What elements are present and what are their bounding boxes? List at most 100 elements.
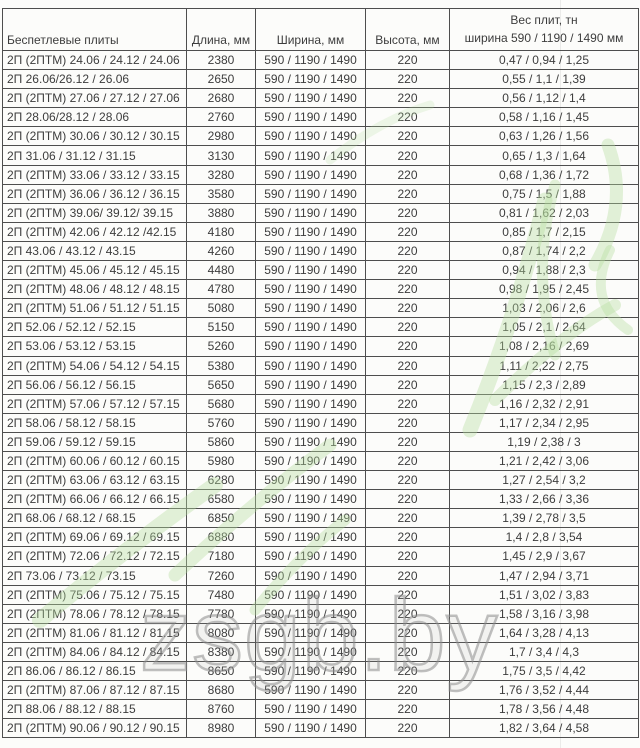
length-cell: 2760	[186, 107, 256, 128]
length-cell: 7480	[186, 584, 256, 605]
plate-name-cell: 2П 53.06 / 53.12 / 53.15	[2, 336, 187, 357]
width-cell: 590 / 1190 / 1490	[255, 88, 366, 109]
weight-cell: 0,47 / 0,94 / 1,25	[449, 49, 639, 71]
weight-cell: 0,65 / 1,3 / 1,64	[449, 145, 639, 166]
length-cell: 6880	[186, 527, 256, 548]
weight-cell: 1,11 / 2,22 / 2,75	[449, 355, 639, 376]
length-cell: 7780	[186, 603, 256, 624]
length-cell: 3880	[186, 202, 256, 223]
table-header: Беспетлевые плиты Длина, мм Ширина, мм В…	[2, 8, 639, 51]
plate-name-cell: 2П (2ПТМ) 87.06 / 87.12 / 87.15	[2, 680, 187, 701]
width-cell: 590 / 1190 / 1490	[255, 431, 366, 452]
table-row: 2П 53.06 / 53.12 / 53.15 5260 590 / 1190…	[2, 336, 639, 357]
weight-cell: 0,63 / 1,26 / 1,56	[449, 126, 639, 147]
table-row: 2П 58.06 / 58.12 / 58.15 5760 590 / 1190…	[2, 412, 639, 433]
height-cell: 220	[365, 450, 450, 472]
width-cell: 590 / 1190 / 1490	[255, 622, 366, 643]
width-cell: 590 / 1190 / 1490	[255, 279, 366, 300]
height-cell: 220	[365, 565, 450, 586]
width-cell: 590 / 1190 / 1490	[255, 183, 366, 204]
plate-name-cell: 2П (2ПТМ) 42.06 / 42.12 /42.15	[2, 221, 187, 242]
height-cell: 220	[365, 546, 450, 567]
height-cell: 220	[365, 412, 450, 433]
table-row: 2П (2ПТМ) 57.06 / 57.12 / 57.15 5680 590…	[2, 393, 639, 414]
width-cell: 590 / 1190 / 1490	[255, 69, 366, 90]
table-row: 2П (2ПТМ) 42.06 / 42.12 /42.15 4180 590 …	[2, 221, 639, 242]
plate-name-cell: 2П (2ПТМ) 78.06 / 78.12 / 78.15	[2, 603, 187, 624]
plate-name-cell: 2П 31.06 / 31.12 / 31.15	[2, 145, 187, 166]
length-cell: 8980	[186, 718, 256, 739]
height-cell: 220	[365, 49, 450, 71]
plate-name-cell: 2П 26.06/26.12 / 26.06	[2, 69, 187, 90]
width-cell: 590 / 1190 / 1490	[255, 546, 366, 567]
height-cell: 220	[365, 202, 450, 223]
plate-name-cell: 2П (2ПТМ) 48.06 / 48.12 / 48.15	[2, 279, 187, 300]
table-row: 2П (2ПТМ) 90.06 / 90.12 / 90.15 8980 590…	[2, 718, 639, 739]
plate-name-cell: 2П (2ПТМ) 39.06/ 39.12/ 39.15	[2, 202, 187, 223]
plate-name-cell: 2П (2ПТМ) 54.06 / 54.12 / 54.15	[2, 355, 187, 376]
weight-cell: 1,45 / 2,9 / 3,67	[449, 546, 639, 567]
plate-name-cell: 2П (2ПТМ) 81.06 / 81.12 / 81.15	[2, 622, 187, 643]
height-cell: 220	[365, 317, 450, 338]
weight-cell: 0,75 / 1,5 / 1,88	[449, 183, 639, 204]
table-body: 2П (2ПТМ) 24.06 / 24.12 / 24.06 2380 590…	[2, 49, 639, 739]
length-cell: 7180	[186, 546, 256, 567]
width-cell: 590 / 1190 / 1490	[255, 470, 366, 491]
length-cell: 5650	[186, 374, 256, 395]
table-row: 2П (2ПТМ) 51.06 / 51.12 / 51.15 5080 590…	[2, 298, 639, 319]
table-row: 2П 43.06 / 43.12 / 43.15 4260 590 / 1190…	[2, 240, 639, 262]
table-row: 2П (2ПТМ) 48.06 / 48.12 / 48.15 4780 590…	[2, 279, 639, 300]
weight-cell: 0,85 / 1,7 / 2,15	[449, 221, 639, 242]
length-cell: 3130	[186, 145, 256, 166]
width-cell: 590 / 1190 / 1490	[255, 565, 366, 586]
height-cell: 220	[365, 221, 450, 242]
height-cell: 220	[365, 298, 450, 319]
plate-name-cell: 2П 68.06 / 68.12 / 68.15	[2, 508, 187, 529]
weight-cell: 1,58 / 3,16 / 3,98	[449, 603, 639, 624]
height-cell: 220	[365, 107, 450, 128]
length-cell: 7260	[186, 565, 256, 586]
length-cell: 3580	[186, 183, 256, 204]
width-cell: 590 / 1190 / 1490	[255, 718, 366, 739]
length-cell: 4780	[186, 279, 256, 300]
weight-cell: 0,98 / 1,95 / 2,45	[449, 279, 639, 300]
table-row: 2П (2ПТМ) 60.06 / 60.12 / 60.15 5980 590…	[2, 450, 639, 472]
width-cell: 590 / 1190 / 1490	[255, 49, 366, 71]
height-cell: 220	[365, 240, 450, 262]
header-weight-line2: ширина 590 / 1190 / 1490 мм	[464, 30, 624, 45]
height-cell: 220	[365, 393, 450, 414]
height-cell: 220	[365, 527, 450, 548]
width-cell: 590 / 1190 / 1490	[255, 699, 366, 720]
width-cell: 590 / 1190 / 1490	[255, 126, 366, 147]
plate-name-cell: 2П (2ПТМ) 24.06 / 24.12 / 24.06	[2, 49, 187, 71]
plate-name-cell: 2П (2ПТМ) 69.06 / 69.12 / 69.15	[2, 527, 187, 548]
plate-name-cell: 2П (2ПТМ) 63.06 / 63.12 / 63.15	[2, 470, 187, 491]
height-cell: 220	[365, 164, 450, 185]
header-plate-name: Беспетлевые плиты	[2, 8, 187, 51]
width-cell: 590 / 1190 / 1490	[255, 584, 366, 605]
height-cell: 220	[365, 374, 450, 395]
length-cell: 5980	[186, 450, 256, 472]
table-row: 2П 31.06 / 31.12 / 31.15 3130 590 / 1190…	[2, 145, 639, 166]
table-row: 2П 26.06/26.12 / 26.06 2650 590 / 1190 /…	[2, 69, 639, 90]
plate-name-cell: 2П (2ПТМ) 30.06 / 30.12 / 30.15	[2, 126, 187, 147]
weight-cell: 1,21 / 2,42 / 3,06	[449, 450, 639, 472]
table-row: 2П (2ПТМ) 54.06 / 54.12 / 54.15 5380 590…	[2, 355, 639, 376]
plate-name-cell: 2П 52.06 / 52.12 / 52.15	[2, 317, 187, 338]
width-cell: 590 / 1190 / 1490	[255, 260, 366, 281]
plate-name-cell: 2П 28.06/28.12 / 28.06	[2, 107, 187, 128]
length-cell: 5860	[186, 431, 256, 452]
length-cell: 2380	[186, 49, 256, 71]
weight-cell: 1,76 / 3,52 / 4,44	[449, 680, 639, 701]
header-width: Ширина, мм	[255, 8, 366, 51]
table-row: 2П (2ПТМ) 66.06 / 66.12 / 66.15 6580 590…	[2, 489, 639, 510]
width-cell: 590 / 1190 / 1490	[255, 221, 366, 242]
table-row: 2П 56.06 / 56.12 / 56.15 5650 590 / 1190…	[2, 374, 639, 395]
weight-cell: 0,55 / 1,1 / 1,39	[449, 69, 639, 90]
height-cell: 220	[365, 470, 450, 491]
length-cell: 8680	[186, 680, 256, 701]
height-cell: 220	[365, 508, 450, 529]
width-cell: 590 / 1190 / 1490	[255, 603, 366, 624]
header-weight-line1: Вес плит, тн	[510, 13, 578, 28]
weight-cell: 1,19 / 2,38 / 3	[449, 431, 639, 452]
